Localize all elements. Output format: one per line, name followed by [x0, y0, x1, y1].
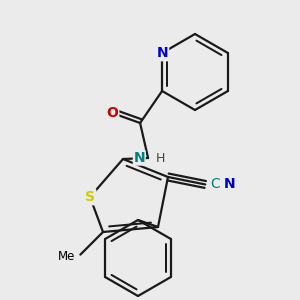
Text: C: C: [210, 178, 220, 191]
Text: Me: Me: [58, 250, 75, 263]
Text: H: H: [156, 152, 166, 164]
Text: N: N: [156, 46, 168, 60]
Text: N: N: [224, 178, 235, 191]
Text: O: O: [106, 106, 118, 120]
Text: N: N: [134, 151, 145, 165]
Text: S: S: [85, 190, 95, 204]
